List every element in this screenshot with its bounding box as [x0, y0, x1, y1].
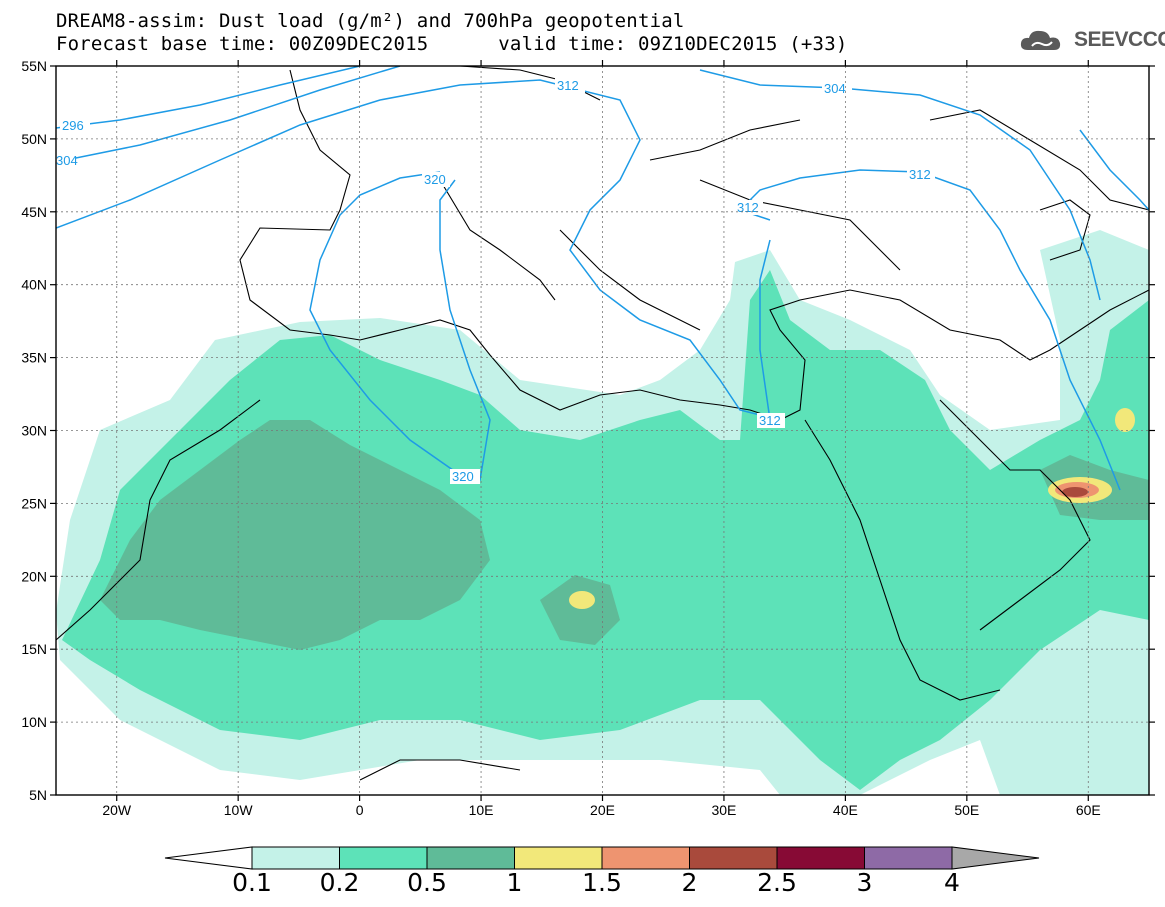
contour-312-ne	[1079, 129, 1149, 211]
longitude-labels: 20W 10W 0 10E 20E 30E 40E 50E 60E	[102, 802, 1100, 818]
contour-312-mid	[759, 239, 771, 421]
contour-296	[56, 66, 361, 129]
colorbar-over-triangle	[951, 846, 1040, 870]
lon-label: 30E	[711, 802, 736, 818]
dust-level-1-makran	[1115, 408, 1135, 432]
lon-label: 20E	[590, 802, 615, 818]
valid-time: valid time: 09Z10DEC2015 (+33)	[498, 33, 848, 55]
contour-label: 312	[557, 78, 579, 93]
coastlines-and-borders	[56, 66, 1149, 781]
lon-label: 40E	[833, 802, 858, 818]
colorbar-level-label: 0.2	[319, 868, 360, 897]
lat-label: 55N	[21, 58, 47, 74]
lat-label: 25N	[21, 495, 47, 511]
contour-label: 296	[62, 118, 84, 133]
colorbar	[164, 846, 1040, 870]
dust-level-0.5	[100, 420, 490, 650]
dust-level-0.5-chad	[540, 575, 620, 645]
contour-312-east	[738, 169, 1121, 491]
lat-label: 5N	[29, 787, 47, 803]
lat-label: 30N	[21, 423, 47, 439]
map-subtitle: Forecast base time: 00Z09DEC2015 valid t…	[56, 33, 847, 55]
map-title: DREAM8-assim: Dust load (g/m²) and 700hP…	[56, 10, 685, 32]
lat-label: 10N	[21, 714, 47, 730]
lon-label: 0	[356, 802, 364, 818]
lon-label: 20W	[102, 802, 132, 818]
lat-label: 20N	[21, 568, 47, 584]
contour-label: 304	[56, 153, 78, 168]
contour-304-west	[56, 66, 401, 163]
axis-ticks	[50, 60, 1155, 801]
base-time: Forecast base time: 00Z09DEC2015	[56, 33, 429, 55]
contour-label: 320	[424, 172, 446, 187]
dust-level-1-chad	[569, 591, 595, 609]
colorbar-box	[251, 846, 340, 870]
colorbar-box	[339, 846, 428, 870]
dust-level-0.2	[62, 270, 1149, 790]
colorbar-box	[864, 846, 953, 870]
contour-label: 304	[824, 81, 846, 96]
contour-label: 312	[909, 167, 931, 182]
geopotential-contours	[56, 66, 1149, 491]
contour-label: 312	[737, 200, 759, 215]
contour-304-east	[699, 69, 1101, 301]
lat-label: 50N	[21, 131, 47, 147]
colorbar-box	[514, 846, 603, 870]
colorbar-level-label: 0.5	[407, 868, 447, 897]
latitude-labels: 55N 50N 45N 40N 35N 30N 25N 20N 15N 10N 5N	[21, 58, 47, 803]
lat-label: 40N	[21, 277, 47, 293]
lat-label: 45N	[21, 204, 47, 220]
colorbar-level-label: 0.1	[232, 868, 272, 897]
colorbar-box	[426, 846, 515, 870]
lat-lon-grid	[56, 66, 1149, 795]
colorbar-level-label: 2.5	[757, 868, 797, 897]
cloud-icon	[1020, 30, 1061, 50]
contour-labels: 296 304 320 312 312 304 312 312 320	[56, 78, 935, 484]
colorbar-level-label: 4	[944, 868, 960, 897]
contour-label: 320	[452, 469, 474, 484]
lon-label: 10E	[469, 802, 494, 818]
contour-312-west	[56, 79, 781, 421]
colorbar-level-label: 3	[856, 868, 873, 897]
seevccc-logo: SEEVCCC	[1018, 26, 1165, 54]
lon-label: 60E	[1076, 802, 1101, 818]
colorbar-level-label: 1	[506, 868, 523, 897]
colorbar-level-label: 1.5	[582, 868, 622, 897]
contour-320	[309, 171, 491, 481]
colorbar-level-label: 2	[681, 868, 698, 897]
lon-label: 50E	[954, 802, 979, 818]
dust-level-2-gulf	[1062, 487, 1088, 497]
lat-label: 35N	[21, 350, 47, 366]
colorbar-box	[776, 846, 865, 870]
lat-label: 15N	[21, 641, 47, 657]
contour-label: 312	[759, 413, 781, 428]
colorbar-under-triangle	[164, 846, 253, 870]
logo-text: SEEVCCC	[1074, 28, 1165, 51]
lon-label: 10W	[224, 802, 254, 818]
map-area: 296 304 320 312 312 304 312 312 320	[56, 66, 1149, 795]
colorbar-box	[689, 846, 778, 870]
colorbar-box	[601, 846, 690, 870]
